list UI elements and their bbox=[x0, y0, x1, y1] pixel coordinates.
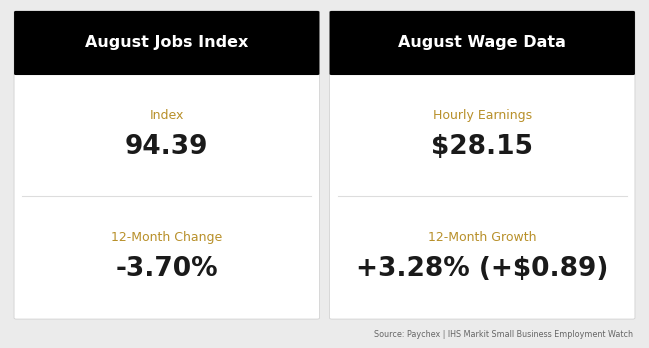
Text: August Wage Data: August Wage Data bbox=[398, 35, 566, 50]
Text: Index: Index bbox=[149, 109, 184, 122]
Bar bbox=[332, 55, 633, 74]
FancyBboxPatch shape bbox=[330, 11, 635, 319]
Text: August Jobs Index: August Jobs Index bbox=[85, 35, 249, 50]
Text: 12-Month Growth: 12-Month Growth bbox=[428, 231, 537, 244]
FancyBboxPatch shape bbox=[14, 11, 319, 75]
Text: -3.70%: -3.70% bbox=[116, 256, 218, 282]
Text: 12-Month Change: 12-Month Change bbox=[111, 231, 223, 244]
Text: $28.15: $28.15 bbox=[431, 134, 533, 160]
Text: Source: Paychex | IHS Markit Small Business Employment Watch: Source: Paychex | IHS Markit Small Busin… bbox=[374, 330, 633, 339]
Text: 94.39: 94.39 bbox=[125, 134, 208, 160]
FancyBboxPatch shape bbox=[14, 11, 319, 319]
FancyBboxPatch shape bbox=[330, 11, 635, 75]
Text: +3.28% (+$0.89): +3.28% (+$0.89) bbox=[356, 256, 609, 282]
Bar bbox=[16, 55, 317, 74]
Text: Hourly Earnings: Hourly Earnings bbox=[433, 109, 532, 122]
